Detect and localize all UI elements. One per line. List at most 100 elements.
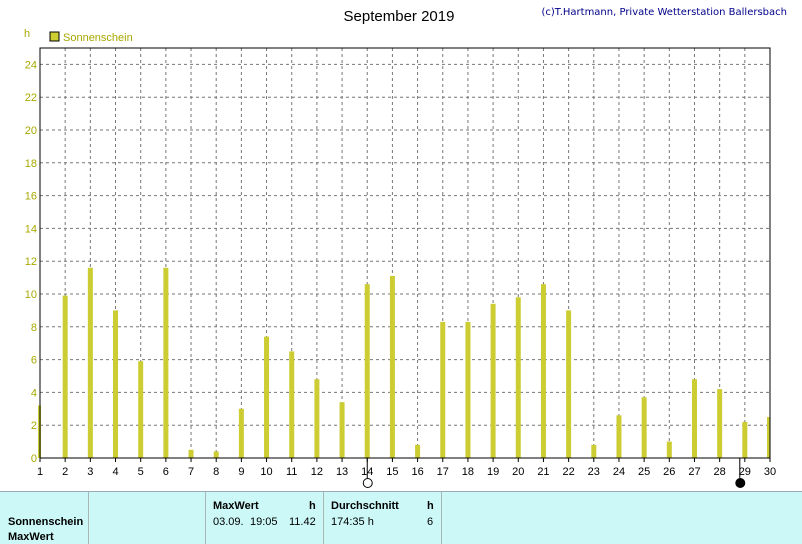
x-tick-label: 9	[238, 466, 244, 478]
sunshine-bar	[188, 449, 194, 458]
x-tick-label: 11	[286, 466, 297, 478]
max-unit: h	[309, 500, 316, 512]
y-tick-label: 10	[25, 289, 37, 301]
y-tick-label: 24	[25, 59, 37, 71]
x-tick-label: 28	[714, 466, 726, 478]
legend-swatch	[49, 31, 60, 42]
x-tick-label: 6	[163, 466, 169, 478]
chart-axes	[39, 47, 771, 459]
y-tick-label: 16	[25, 191, 37, 203]
x-tick-label: 10	[260, 466, 272, 478]
max-date: 03.09.	[213, 516, 244, 528]
x-tick-label: 29	[739, 466, 751, 478]
x-tick-label: 4	[112, 466, 118, 478]
x-tick-label: 26	[663, 466, 675, 478]
footer-divider	[205, 492, 206, 544]
sunshine-bar	[62, 295, 68, 458]
y-tick-label: 6	[31, 355, 37, 367]
sunshine-bar	[666, 441, 672, 458]
y-axis-unit: h	[24, 28, 30, 40]
sunshine-bar	[515, 297, 521, 458]
sunshine-bar	[540, 284, 546, 458]
y-tick-label: 12	[25, 256, 37, 268]
sunshine-bar	[767, 417, 770, 458]
sunshine-bar	[264, 336, 270, 458]
moon-phase-markers	[362, 458, 746, 488]
sunshine-bar	[389, 275, 395, 458]
row-label-maxwert: MaxWert	[8, 531, 54, 543]
x-tick-label: 8	[213, 466, 219, 478]
sunshine-bar	[314, 379, 320, 458]
x-tick-label: 16	[411, 466, 423, 478]
avg-unit: h	[427, 500, 434, 512]
sunshine-bar	[87, 267, 93, 458]
y-tick-label: 18	[25, 158, 37, 170]
x-tick-label: 18	[462, 466, 474, 478]
x-tick-label: 7	[188, 466, 194, 478]
sunshine-bar	[415, 444, 421, 458]
x-tick-label: 19	[487, 466, 499, 478]
chart-bars	[38, 267, 770, 458]
sunshine-bar	[364, 284, 370, 458]
sunshine-bar	[616, 415, 622, 458]
y-tick-label: 0	[31, 453, 37, 465]
y-tick-label: 20	[25, 125, 37, 137]
max-header: MaxWert	[213, 500, 259, 512]
x-tick-label: 13	[336, 466, 348, 478]
sunshine-bar	[289, 351, 295, 458]
chart-credit: (c)T.Hartmann, Private Wetterstation Bal…	[541, 7, 787, 18]
avg-value: 6	[427, 516, 434, 528]
avg-header: Durchschnitt	[331, 500, 399, 512]
y-tick-label: 8	[31, 322, 37, 334]
footer-divider	[88, 492, 89, 544]
x-tick-label: 23	[588, 466, 600, 478]
x-tick-label: 5	[138, 466, 144, 478]
sunshine-bar	[641, 397, 647, 458]
full-moon-icon	[362, 478, 373, 488]
chart-title: September 2019	[344, 8, 455, 25]
y-tick-label: 22	[25, 92, 37, 104]
x-tick-label: 1	[37, 466, 43, 478]
legend-label: Sonnenschein	[63, 32, 133, 44]
sunshine-bar	[566, 310, 572, 458]
row-label-sunshine: Sonnenschein	[8, 516, 84, 528]
x-tick-label: 15	[386, 466, 398, 478]
statistics-footer: Sonnenschein MaxWert MaxWert h 03.09. 19…	[0, 491, 802, 544]
sunshine-bar	[163, 267, 169, 458]
x-tick-label: 25	[638, 466, 650, 478]
x-tick-label: 24	[613, 466, 625, 478]
x-tick-label: 21	[537, 466, 549, 478]
x-tick-label: 30	[764, 466, 776, 478]
sunshine-bar	[742, 421, 748, 458]
sunshine-bar	[591, 444, 597, 458]
footer-divider	[441, 492, 442, 544]
avg-total: 174:35 h	[331, 516, 374, 528]
x-tick-label: 12	[311, 466, 323, 478]
x-tick-label: 20	[512, 466, 524, 478]
new-moon-icon	[735, 478, 746, 488]
sunshine-bar	[238, 408, 244, 458]
chart-grid	[40, 48, 770, 458]
sunshine-bar	[691, 379, 697, 458]
plot-frame	[39, 47, 771, 459]
sunshine-bar	[465, 321, 471, 458]
y-tick-label: 14	[25, 223, 37, 235]
x-tick-label: 22	[562, 466, 574, 478]
x-tick-labels: 1 2 3 4 5 6 7 8 9 10 11 12 13 14 15 16 17 18 19 20 21 22 23 24 2…	[37, 458, 776, 478]
sunshine-bar	[490, 303, 496, 458]
x-tick-label: 3	[87, 466, 93, 478]
y-tick-label: 4	[31, 387, 37, 399]
sunshine-bar	[717, 389, 723, 458]
x-tick-label: 27	[688, 466, 700, 478]
sunshine-bar	[339, 402, 345, 458]
max-time: 19:05	[250, 516, 278, 528]
footer-divider	[323, 492, 324, 544]
x-tick-label: 17	[437, 466, 449, 478]
x-tick-label: 2	[62, 466, 68, 478]
max-value: 11.42	[289, 516, 316, 528]
sunshine-bar	[213, 451, 219, 458]
sunshine-bar	[138, 361, 144, 458]
sunshine-bar	[113, 310, 119, 458]
